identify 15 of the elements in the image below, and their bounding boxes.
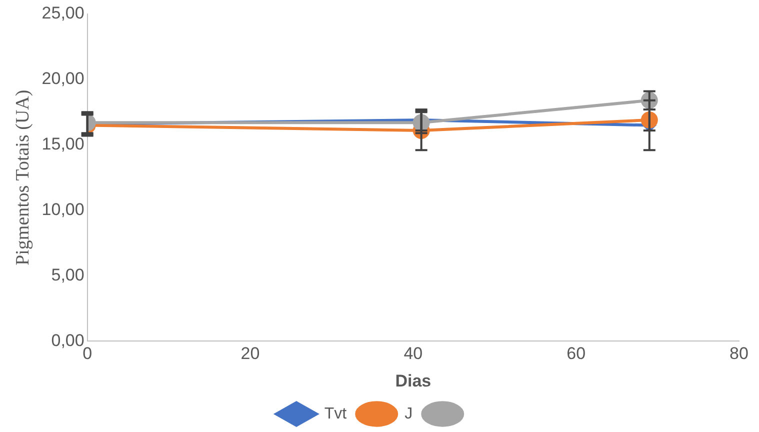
y-axis-title: Pigmentos Totais (UA)	[12, 90, 34, 266]
x-tick-label: 0	[82, 344, 92, 364]
y-tick-label: 25,00	[42, 4, 84, 23]
x-tick-label: 60	[566, 344, 586, 364]
legend-label: Tvt	[324, 405, 348, 422]
y-tick-label: 10,00	[42, 200, 84, 220]
legend-label: J	[404, 405, 413, 422]
x-tick-label: 40	[404, 344, 423, 364]
y-tick-label: 15,00	[42, 134, 84, 154]
x-tick-label: 80	[730, 344, 748, 364]
x-axis-title: Dias	[395, 371, 432, 390]
y-tick-label: 5,00	[51, 265, 84, 284]
y-tick-label: 0,00	[51, 330, 84, 350]
y-tick-label: 20,00	[42, 69, 84, 88]
x-tick-label: 20	[240, 344, 260, 364]
